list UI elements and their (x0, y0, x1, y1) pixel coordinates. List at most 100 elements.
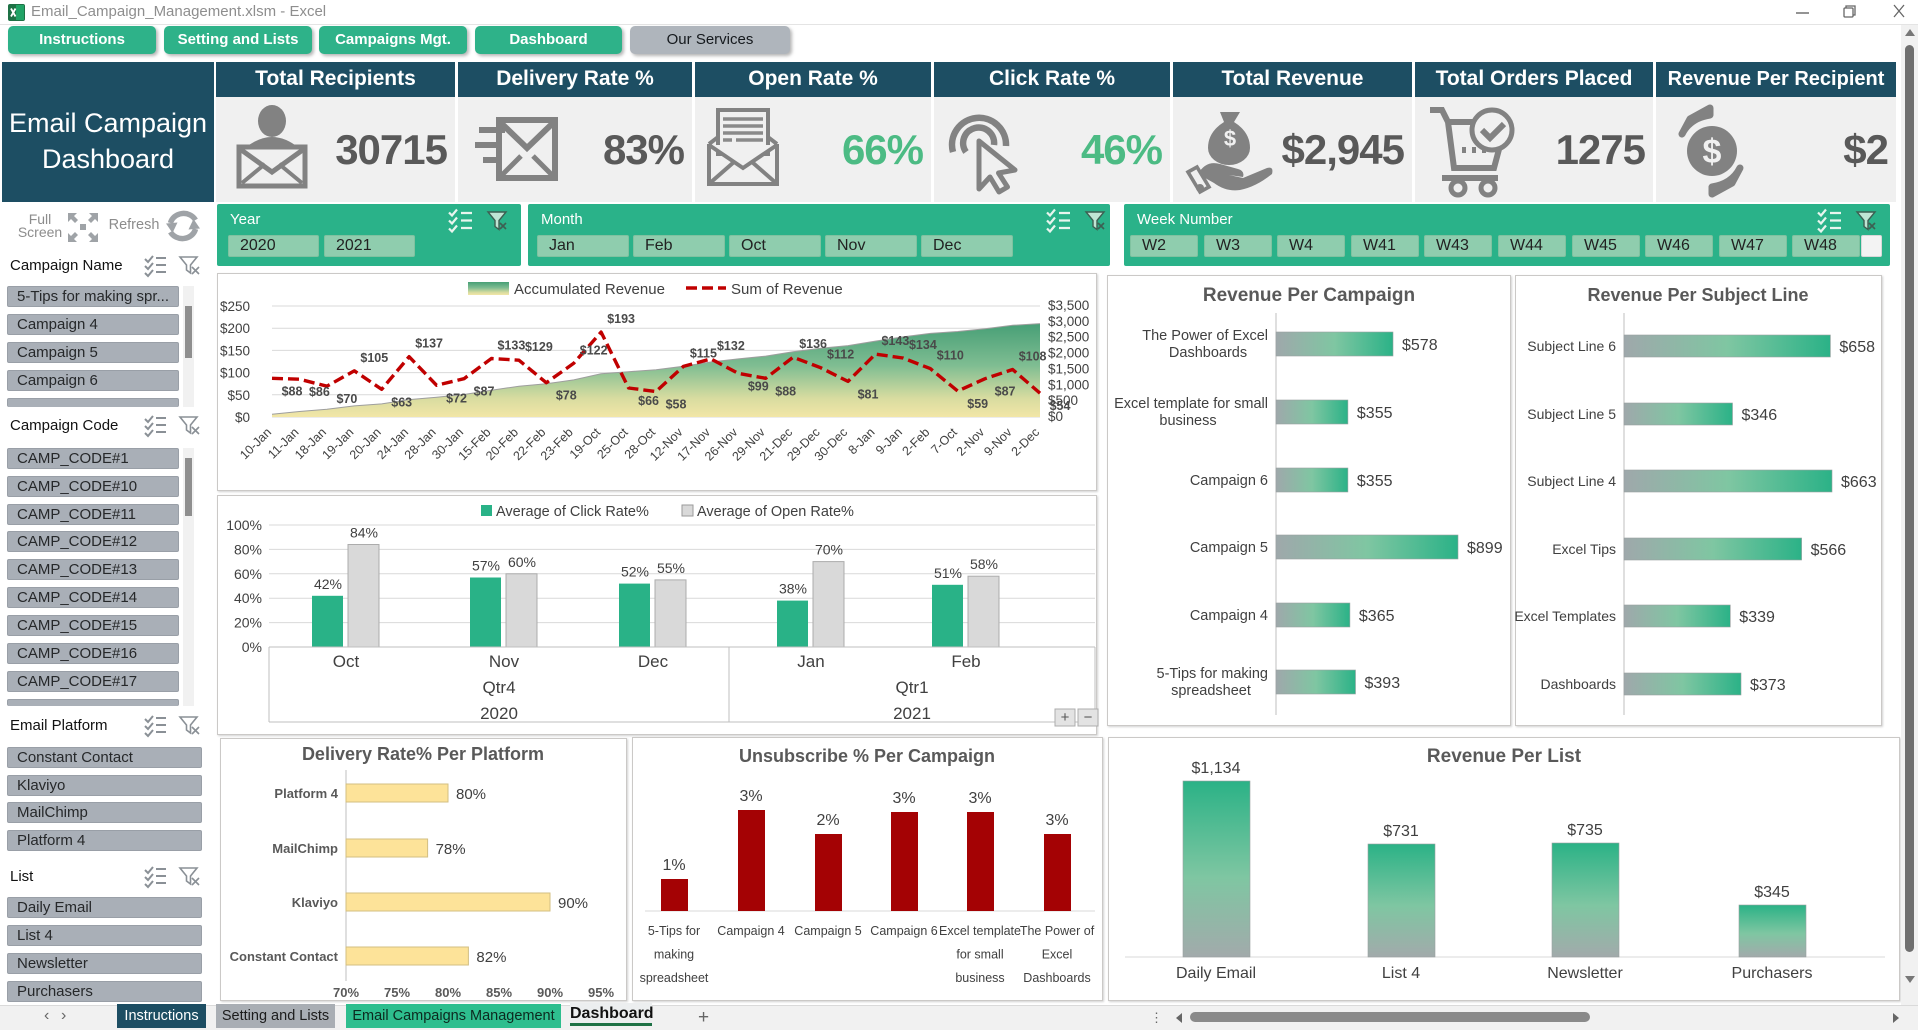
svg-text:5-Tips for making: 5-Tips for making (1157, 666, 1268, 682)
svg-text:3%: 3% (968, 790, 991, 807)
svg-text:$355: $355 (1357, 405, 1393, 422)
svg-text:$1,134: $1,134 (1192, 760, 1241, 777)
svg-text:$345: $345 (1754, 884, 1790, 901)
svg-text:$393: $393 (1365, 675, 1401, 692)
svg-text:10-Jan: 10-Jan (237, 425, 274, 462)
svg-text:$112: $112 (827, 348, 854, 362)
svg-text:$122: $122 (580, 343, 608, 357)
svg-text:Newsletter: Newsletter (1547, 965, 1623, 982)
svg-text:$735: $735 (1567, 822, 1603, 839)
svg-text:Sum of Revenue: Sum of Revenue (731, 281, 843, 298)
svg-text:$899: $899 (1467, 540, 1503, 557)
svg-text:Oct: Oct (333, 652, 360, 671)
svg-text:Average of Open Rate%: Average of Open Rate% (697, 504, 854, 520)
svg-text:$150: $150 (220, 343, 250, 358)
svg-text:$115: $115 (690, 346, 717, 360)
svg-text:3%: 3% (892, 790, 915, 807)
svg-text:Daily Email: Daily Email (1176, 965, 1256, 982)
svg-text:75%: 75% (384, 985, 410, 1000)
svg-text:2-Nov: 2-Nov (954, 425, 988, 459)
svg-text:The Power of: The Power of (1020, 924, 1095, 938)
svg-text:$250: $250 (220, 299, 250, 314)
svg-text:$373: $373 (1750, 677, 1786, 694)
svg-text:2-Dec: 2-Dec (1009, 425, 1042, 458)
svg-text:The Power of Excel: The Power of Excel (1142, 328, 1268, 344)
svg-text:Qtr1: Qtr1 (895, 678, 928, 697)
svg-text:Revenue Per Campaign: Revenue Per Campaign (1203, 285, 1415, 306)
svg-text:9-Nov: 9-Nov (981, 425, 1015, 459)
svg-text:MailChimp: MailChimp (272, 841, 338, 856)
svg-text:100%: 100% (226, 517, 262, 533)
svg-text:$108: $108 (1019, 350, 1047, 364)
svg-text:$129: $129 (525, 340, 553, 354)
svg-text:38%: 38% (779, 581, 807, 597)
svg-text:80%: 80% (456, 786, 486, 803)
svg-text:9-Jan: 9-Jan (873, 425, 905, 457)
svg-text:$66: $66 (638, 394, 659, 408)
svg-text:Nov: Nov (489, 652, 520, 671)
svg-text:78%: 78% (436, 841, 466, 858)
svg-text:Qtr4: Qtr4 (482, 678, 515, 697)
svg-text:Campaign 6: Campaign 6 (870, 924, 937, 938)
svg-text:$110: $110 (937, 349, 964, 363)
svg-text:$365: $365 (1359, 608, 1395, 625)
svg-text:2%: 2% (816, 812, 839, 829)
svg-text:Excel template: Excel template (939, 924, 1021, 938)
svg-text:3%: 3% (739, 788, 762, 805)
svg-text:Revenue Per List: Revenue Per List (1427, 746, 1582, 767)
svg-text:$133: $133 (497, 339, 525, 353)
svg-text:Feb: Feb (951, 652, 980, 671)
svg-text:85%: 85% (486, 985, 512, 1000)
svg-text:$87: $87 (995, 385, 1016, 399)
svg-text:$136: $136 (799, 337, 827, 351)
svg-text:2020: 2020 (480, 704, 518, 723)
svg-text:$500: $500 (1048, 393, 1078, 408)
svg-text:58%: 58% (970, 556, 998, 572)
svg-text:$: $ (1703, 133, 1722, 171)
svg-text:0%: 0% (242, 639, 262, 655)
svg-text:20%: 20% (234, 615, 262, 631)
svg-text:Jan: Jan (797, 652, 824, 671)
svg-text:$58: $58 (666, 398, 687, 412)
svg-text:making: making (654, 948, 694, 962)
svg-text:Excel template for small: Excel template for small (1114, 396, 1268, 412)
svg-text:Subject Line 4: Subject Line 4 (1527, 473, 1616, 489)
svg-text:$81: $81 (858, 387, 879, 401)
svg-text:Excel Tips: Excel Tips (1552, 541, 1616, 557)
svg-text:2-Feb: 2-Feb (899, 425, 932, 458)
svg-text:$200: $200 (220, 321, 250, 336)
svg-text:$3,000: $3,000 (1048, 314, 1089, 329)
svg-text:80%: 80% (234, 541, 262, 557)
svg-text:55%: 55% (657, 560, 685, 576)
svg-text:Accumulated Revenue: Accumulated Revenue (514, 281, 665, 298)
svg-text:business: business (1159, 413, 1216, 429)
svg-text:90%: 90% (537, 985, 563, 1000)
svg-text:$78: $78 (556, 389, 577, 403)
svg-text:Dec: Dec (638, 652, 669, 671)
svg-text:8-Jan: 8-Jan (846, 425, 878, 457)
svg-text:57%: 57% (472, 558, 500, 574)
svg-text:$: $ (1224, 126, 1236, 151)
svg-text:Excel Templates: Excel Templates (1514, 608, 1616, 624)
svg-text:$50: $50 (227, 388, 250, 403)
svg-text:$72: $72 (446, 391, 467, 405)
svg-text:$2,000: $2,000 (1048, 346, 1089, 361)
svg-text:Average of Click Rate%: Average of Click Rate% (496, 504, 649, 520)
svg-text:Platform 4: Platform 4 (274, 786, 338, 801)
svg-text:2021: 2021 (893, 704, 931, 723)
svg-text:$578: $578 (1402, 337, 1438, 354)
svg-text:70%: 70% (815, 542, 843, 558)
svg-text:+: + (1061, 709, 1070, 726)
svg-text:business: business (955, 971, 1004, 985)
svg-text:5-Tips for: 5-Tips for (648, 924, 700, 938)
svg-text:Revenue Per Subject Line: Revenue Per Subject Line (1587, 285, 1808, 305)
svg-text:Klaviyo: Klaviyo (292, 895, 338, 910)
svg-text:Excel: Excel (1042, 948, 1073, 962)
svg-text:42%: 42% (314, 576, 342, 592)
svg-text:$88: $88 (282, 384, 303, 398)
svg-text:1%: 1% (662, 857, 685, 874)
svg-text:$3,500: $3,500 (1048, 298, 1089, 313)
svg-text:40%: 40% (234, 590, 262, 606)
svg-text:$54: $54 (1050, 399, 1071, 413)
svg-text:$566: $566 (1811, 542, 1847, 559)
